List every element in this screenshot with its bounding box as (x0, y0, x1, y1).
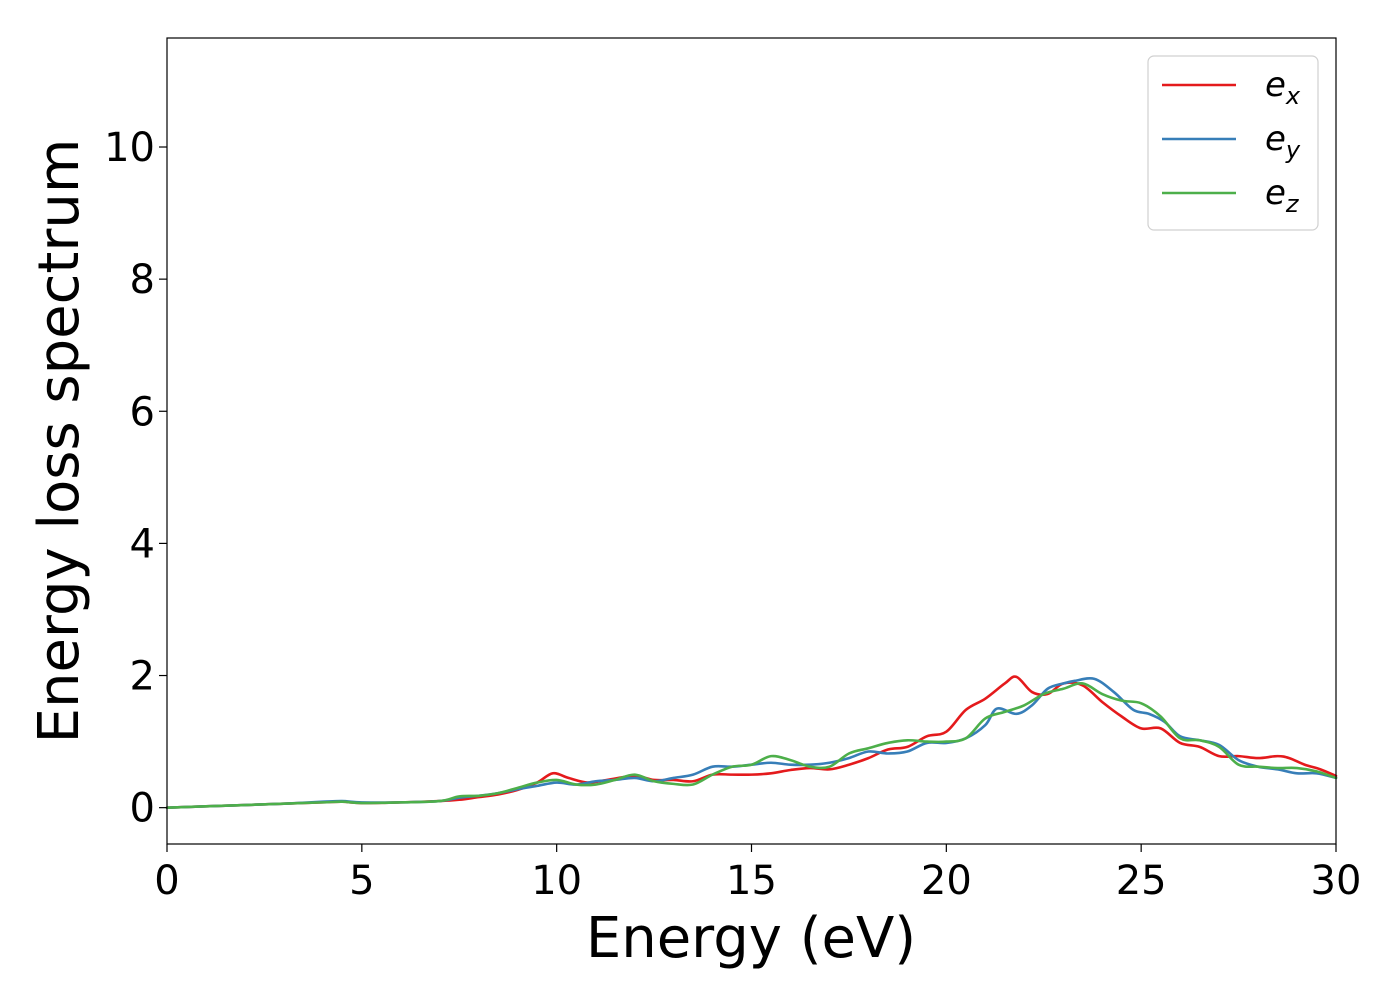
legend: ex ey ez (1147, 55, 1319, 231)
x-tick-label: 5 (349, 858, 374, 904)
legend-label-z: ez (1265, 173, 1300, 218)
series-line-z (165, 682, 1338, 809)
y-tick-label: 2 (130, 654, 155, 700)
x-tick-label: 10 (531, 858, 582, 904)
y-axis-ticks: 0 2 4 6 8 10 (104, 125, 167, 832)
legend-label-y: ey (1265, 119, 1301, 164)
y-tick-label: 4 (130, 521, 155, 567)
x-tick-label: 0 (154, 858, 179, 904)
x-tick-label: 15 (726, 858, 777, 904)
y-tick-label: 8 (130, 257, 155, 303)
x-tick-label: 25 (1116, 858, 1167, 904)
legend-box (1147, 55, 1319, 231)
y-tick-label: 6 (130, 389, 155, 435)
series-line-x (165, 675, 1338, 809)
x-tick-label: 30 (1311, 858, 1362, 904)
x-tick-label: 20 (921, 858, 972, 904)
x-axis-ticks: 0 5 10 15 20 25 30 (154, 844, 1361, 904)
y-axis-label: Energy loss spectrum (27, 139, 92, 744)
y-tick-label: 0 (130, 786, 155, 832)
y-tick-label: 10 (104, 125, 155, 171)
legend-label-x: ex (1265, 65, 1301, 110)
x-axis-label: Energy (eV) (586, 906, 916, 971)
series-layer (165, 675, 1338, 809)
